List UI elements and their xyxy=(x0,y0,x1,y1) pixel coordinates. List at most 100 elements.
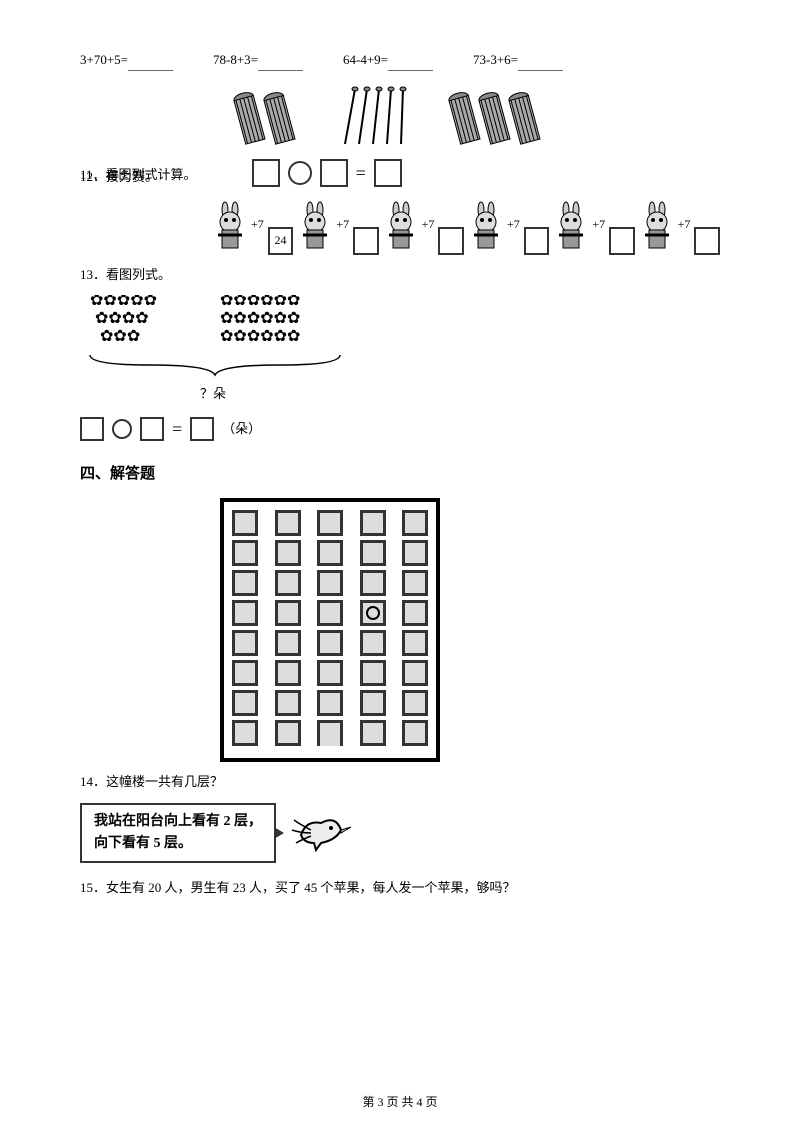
equals-sign: = xyxy=(172,415,182,444)
answer-blank[interactable] xyxy=(128,70,173,71)
operator-circle[interactable] xyxy=(112,419,132,439)
brace-label: ？朵 xyxy=(80,384,720,405)
answer-blank[interactable] xyxy=(388,70,433,71)
speech-row: 我站在阳台向上看有 2 层， 向下看有 5 层。 xyxy=(80,803,720,864)
q-num: 14 xyxy=(80,774,93,789)
operand-box[interactable] xyxy=(80,417,104,441)
relay-answer-box[interactable] xyxy=(524,227,550,255)
relay-start-box: 24 xyxy=(268,227,294,255)
rabbit-icon xyxy=(637,200,677,255)
building-window xyxy=(360,510,386,536)
building-window xyxy=(360,660,386,686)
relay-unit: +7 xyxy=(466,200,522,255)
building-window xyxy=(402,630,428,656)
answer-blank[interactable] xyxy=(258,70,303,71)
building-window xyxy=(317,570,343,596)
building-row xyxy=(232,510,428,536)
rabbit-icon xyxy=(466,200,506,255)
building-window xyxy=(275,600,301,626)
building-window xyxy=(402,660,428,686)
building-window xyxy=(232,720,258,746)
building-window xyxy=(275,720,301,746)
building-window xyxy=(360,690,386,716)
building-window xyxy=(402,720,428,746)
relay-unit: +7 xyxy=(551,200,607,255)
q-num: 12 xyxy=(80,169,93,184)
flower-equation-row: = （朵） xyxy=(80,415,720,444)
building-window xyxy=(232,540,258,566)
brace-icon xyxy=(90,355,340,375)
relay-answer-box[interactable] xyxy=(353,227,379,255)
building-window xyxy=(232,570,258,596)
q-num: 15 xyxy=(80,880,93,895)
q-punct: ． xyxy=(93,169,106,184)
equals-sign: = xyxy=(356,159,366,188)
unit-suffix: （朵） xyxy=(222,419,261,440)
building-window xyxy=(275,510,301,536)
flower-group-left: ✿✿✿✿✿ ✿✿✿✿ ✿✿✿ xyxy=(90,295,157,345)
building-door xyxy=(317,720,343,746)
bird-icon xyxy=(286,805,356,860)
operator-circle[interactable] xyxy=(288,161,312,185)
relay-unit: +7 xyxy=(210,200,266,255)
q-text: 接力赛。 xyxy=(106,169,158,184)
building-row xyxy=(232,570,428,596)
eq-text: 3+70+5= xyxy=(80,52,128,67)
equation-2: 78-8+3= xyxy=(213,50,303,71)
relay-answer-box[interactable] xyxy=(694,227,720,255)
equation-3: 64-4+9= xyxy=(343,50,433,71)
q-num: 13 xyxy=(80,267,93,282)
speech-line-1: 我站在阳台向上看有 2 层， xyxy=(94,811,262,833)
rabbit-icon xyxy=(381,200,421,255)
building-window xyxy=(402,690,428,716)
svg-text:✿✿✿✿✿✿: ✿✿✿✿✿✿ xyxy=(220,310,300,327)
building-window xyxy=(232,600,258,626)
building-window-marked xyxy=(360,600,386,626)
building-window xyxy=(317,690,343,716)
q-text: 看图列式。 xyxy=(106,267,171,282)
plus-label: +7 xyxy=(422,215,435,234)
question-13: 13．看图列式。 xyxy=(80,265,720,286)
speech-bubble: 我站在阳台向上看有 2 层， 向下看有 5 层。 xyxy=(80,803,276,864)
building-illustration xyxy=(220,498,440,762)
question-14: 14．这幢楼一共有几层？ xyxy=(80,772,720,793)
svg-text:✿✿✿✿: ✿✿✿✿ xyxy=(95,310,149,327)
operand-box[interactable] xyxy=(140,417,164,441)
svg-text:✿✿✿✿✿: ✿✿✿✿✿ xyxy=(90,295,157,309)
footer-prefix: 第 xyxy=(362,1095,377,1109)
building-window xyxy=(232,630,258,656)
building-window xyxy=(317,540,343,566)
q-text: 这幢楼一共有几层？ xyxy=(106,774,223,789)
box-equation-row: = xyxy=(252,159,402,188)
equations-row: 3+70+5= 78-8+3= 64-4+9= 73-3+6= xyxy=(80,50,720,71)
relay-answer-box[interactable] xyxy=(438,227,464,255)
q-text: 女生有 20 人，男生有 23 人，买了 45 个苹果，每人发一个苹果，够吗？ xyxy=(106,880,516,895)
rabbit-icon xyxy=(210,200,250,255)
plus-label: +7 xyxy=(678,215,691,234)
rabbit-icon xyxy=(295,200,335,255)
q-punct: ． xyxy=(93,774,106,789)
page-footer: 第 3 页 共 4 页 xyxy=(0,1093,800,1112)
eq-text: 78-8+3= xyxy=(213,52,258,67)
relay-answer-box[interactable] xyxy=(609,227,635,255)
eq-text: 64-4+9= xyxy=(343,52,388,67)
building-window xyxy=(275,570,301,596)
result-box[interactable] xyxy=(190,417,214,441)
building-window xyxy=(275,630,301,656)
building-window xyxy=(402,540,428,566)
footer-mid: 页 共 xyxy=(383,1095,416,1109)
building-row xyxy=(232,540,428,566)
result-box[interactable] xyxy=(374,159,402,187)
question-12: 12．接力赛。 xyxy=(80,167,158,188)
flowers-section: ✿✿✿✿✿ ✿✿✿✿ ✿✿✿ ✿✿✿✿✿✿ ✿✿✿✿✿✿ ✿✿✿✿✿✿ ？朵 xyxy=(80,295,720,405)
sticks-illustration xyxy=(80,79,720,149)
operand-box[interactable] xyxy=(252,159,280,187)
building-window xyxy=(317,600,343,626)
speech-line-2: 向下看有 5 层。 xyxy=(94,833,262,855)
rabbit-icon xyxy=(551,200,591,255)
svg-text:✿✿✿✿✿✿: ✿✿✿✿✿✿ xyxy=(220,295,300,309)
flower-group-right: ✿✿✿✿✿✿ ✿✿✿✿✿✿ ✿✿✿✿✿✿ xyxy=(220,295,300,345)
answer-blank[interactable] xyxy=(518,70,563,71)
operand-box[interactable] xyxy=(320,159,348,187)
building-row xyxy=(232,690,428,716)
